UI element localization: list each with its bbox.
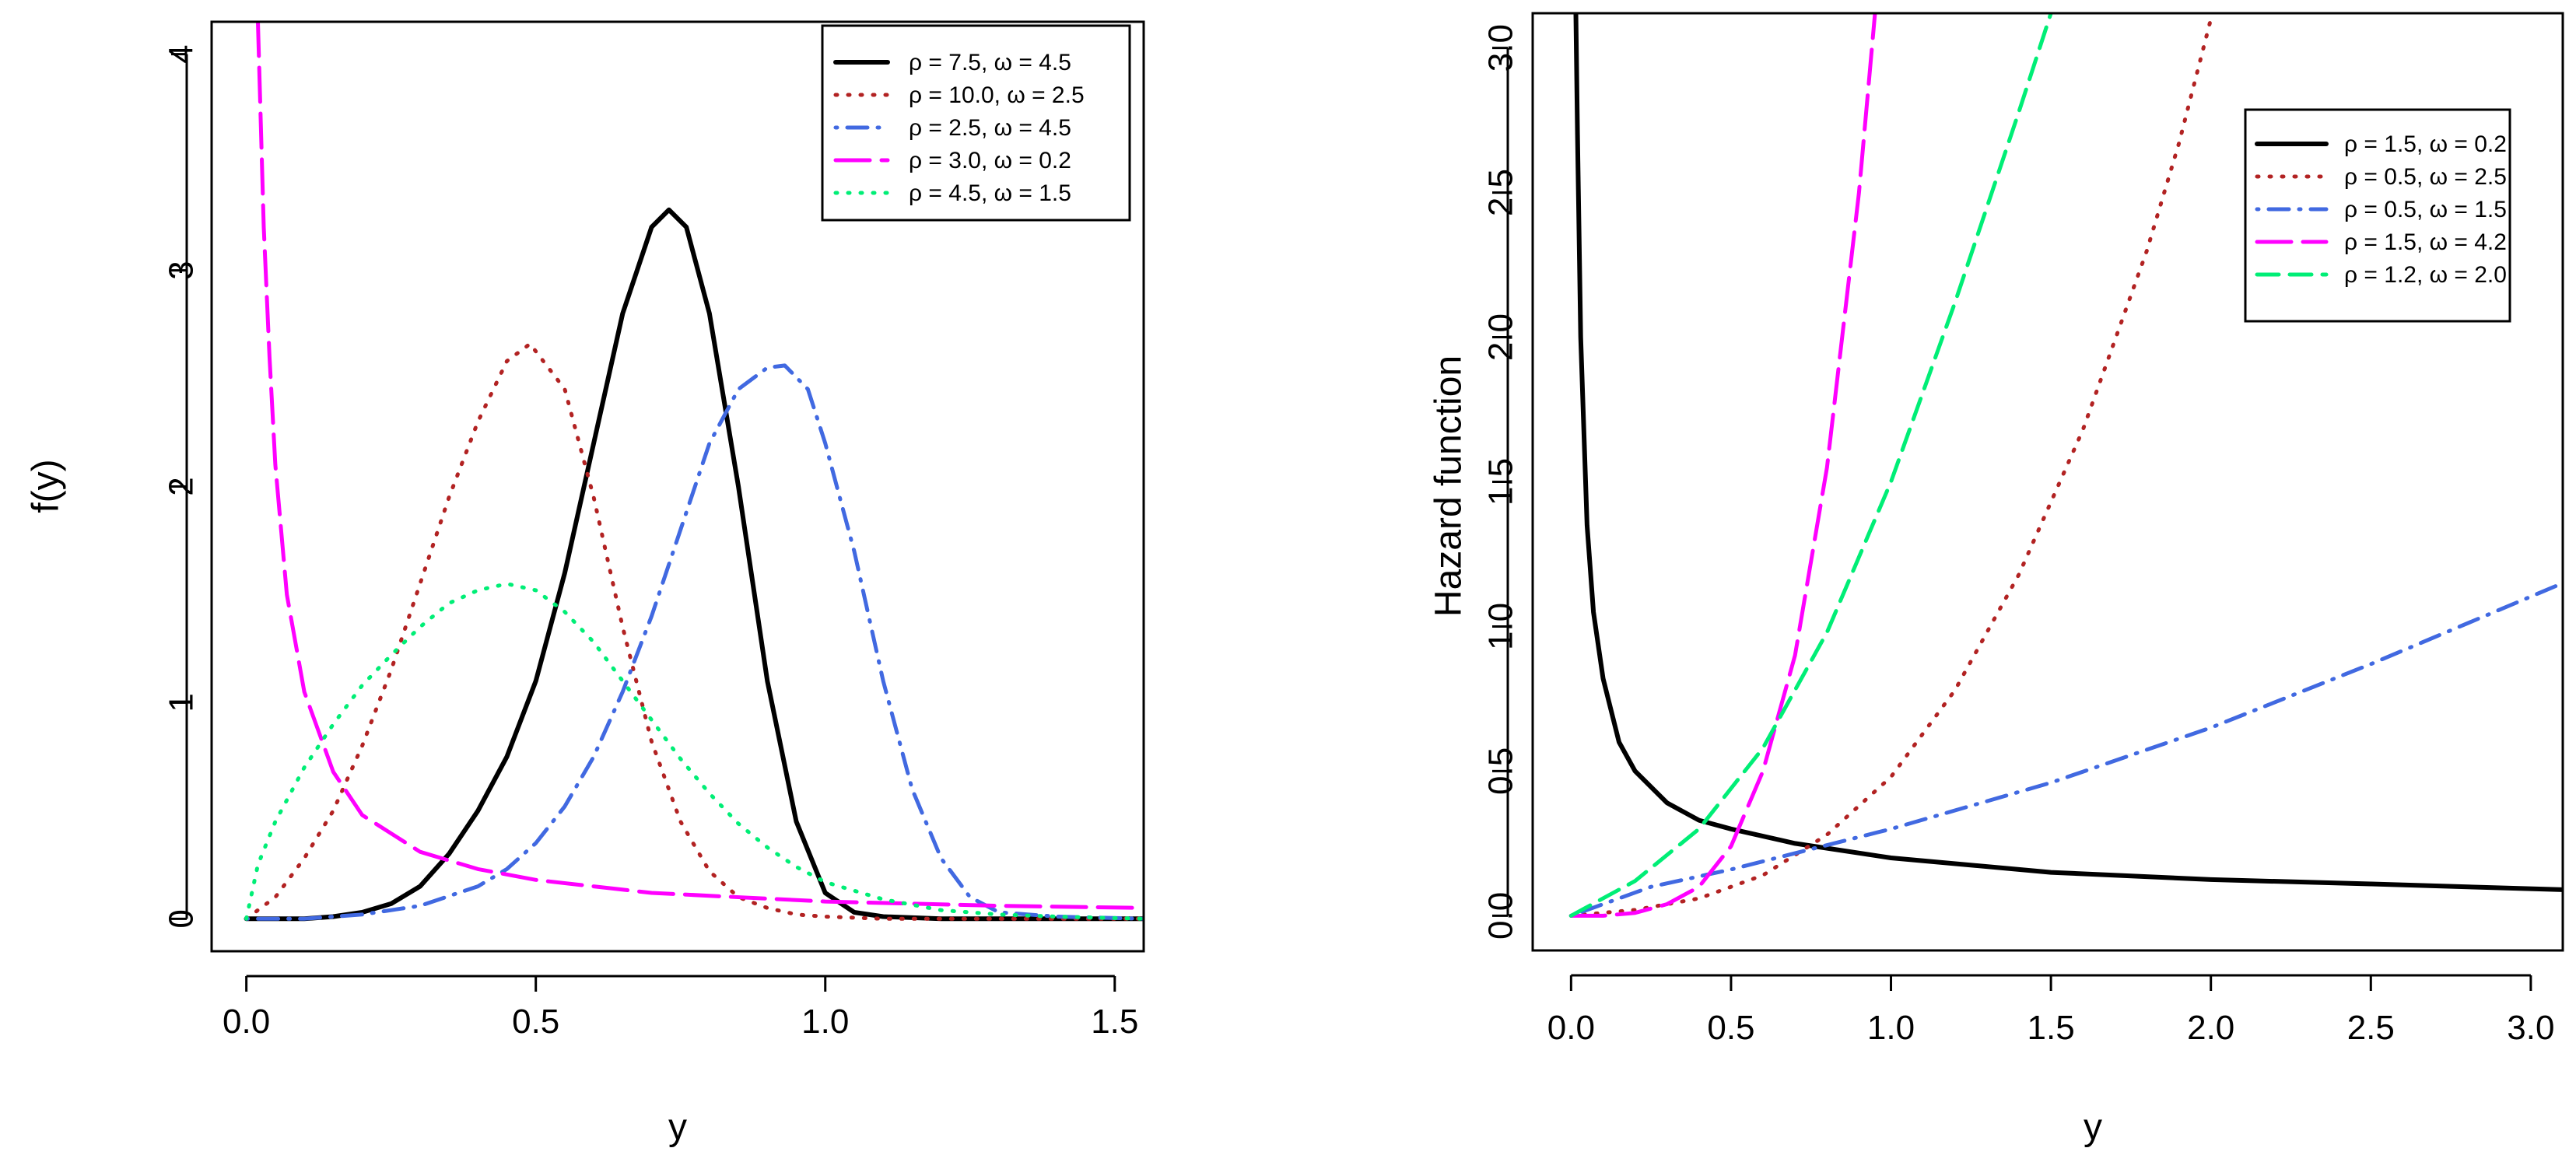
series-line-2 — [1568, 16, 2213, 918]
series-line-4 — [1568, 13, 1877, 918]
legend-label-2: ρ = 0.5, ω = 2.5 — [2344, 164, 2507, 190]
series-line-4 — [256, 22, 1144, 910]
series-line-3 — [1568, 581, 2563, 918]
legend-label-1: ρ = 7.5, ω = 4.5 — [909, 50, 1071, 75]
series-line-1 — [1573, 13, 2563, 892]
x-tick-label: 2.0 — [2187, 1009, 2234, 1047]
x-tick-label: 1.5 — [2028, 1009, 2075, 1047]
y-tick-label: 3.0 — [1482, 24, 1520, 72]
series-group — [1568, 13, 2563, 918]
y-tick-label: 0.0 — [1482, 892, 1520, 940]
legend-label-3: ρ = 2.5, ω = 4.5 — [909, 115, 1071, 141]
legend-box — [821, 24, 1131, 222]
y-tick-label: 4 — [163, 44, 201, 63]
plot-frame — [210, 20, 1145, 953]
x-axis-label: y — [668, 1107, 687, 1148]
legend: ρ = 7.5, ω = 4.5 ρ = 10.0, ω = 2.5 ρ = 2.5… — [821, 24, 1131, 222]
x-tick-label: 1.0 — [1867, 1009, 1915, 1047]
legend-label-5: ρ = 1.2, ω = 2.0 — [2344, 262, 2507, 288]
y-tick-label: 1.5 — [1482, 458, 1520, 506]
y-axis-label: Hazard function — [1428, 355, 1470, 617]
legend-label-5: ρ = 4.5, ω = 1.5 — [909, 180, 1071, 206]
x-tick-label: 0.0 — [223, 1003, 270, 1041]
y-tick-label: 0 — [163, 909, 201, 928]
legend-label-1: ρ = 1.5, ω = 0.2 — [2344, 131, 2507, 157]
y-tick-label: 2.5 — [1482, 169, 1520, 216]
y-tick-label: 2.0 — [1482, 313, 1520, 361]
series-line-5 — [1568, 13, 2053, 918]
x-tick-label: 1.0 — [801, 1003, 849, 1041]
series-line-1 — [244, 207, 1144, 922]
x-tick-label: 0.5 — [512, 1003, 559, 1041]
y-tick-label: 0.5 — [1482, 747, 1520, 795]
legend-label-3: ρ = 0.5, ω = 1.5 — [2344, 197, 2507, 222]
y-tick-label: 3 — [163, 261, 201, 279]
series-line-3 — [244, 363, 1144, 921]
legend: ρ = 1.5, ω = 0.2 ρ = 0.5, ω = 2.5 ρ = 0.5,… — [2244, 108, 2511, 323]
legend-label-4: ρ = 3.0, ω = 0.2 — [909, 148, 1071, 173]
x-tick-label: 0.5 — [1707, 1009, 1754, 1047]
x-axis-label: y — [2084, 1107, 2102, 1148]
series-group — [244, 22, 1144, 922]
series-line-5 — [244, 582, 1144, 921]
x-tick-label: 2.5 — [2347, 1009, 2395, 1047]
x-tick-label: 3.0 — [2507, 1009, 2554, 1047]
y-tick-label: 1.0 — [1482, 603, 1520, 650]
y-axis-label: f(y) — [26, 459, 67, 513]
plot-frame — [1531, 12, 2564, 952]
legend-label-4: ρ = 1.5, ω = 4.2 — [2344, 229, 2507, 255]
x-tick-label: 0.0 — [1547, 1009, 1595, 1047]
legend-label-2: ρ = 10.0, ω = 2.5 — [909, 82, 1085, 108]
y-tick-label: 1 — [163, 693, 201, 712]
series-line-2 — [244, 341, 1144, 921]
x-tick-label: 1.5 — [1091, 1003, 1138, 1041]
hazard-panel: 0.0 0.5 1.0 1.5 2.0 2.5 3.0 0.0 0.5 1.0 1.5 2.0 2.5 3… — [1428, 12, 2564, 1148]
y-tick-label: 2 — [163, 477, 201, 495]
